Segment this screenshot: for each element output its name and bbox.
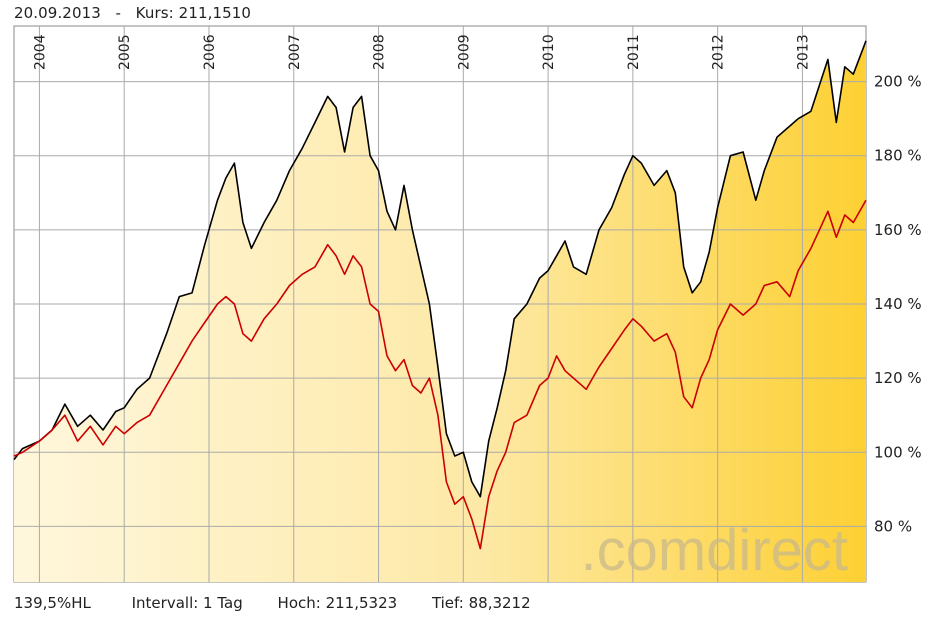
chart-header: 20.09.2013 - Kurs: 211,1510 — [14, 4, 251, 22]
x-tick-label: 2005 — [117, 34, 133, 70]
x-axis-ticks: 2004 2005 2006 2007 2008 2009 2010 2011 2012 2013 — [32, 34, 811, 70]
x-tick-label: 2012 — [711, 34, 727, 70]
line-layer — [13, 40, 867, 550]
footer-range: 139,5%HL — [14, 594, 91, 612]
header-separator-char: - — [115, 4, 122, 22]
x-tick-label: 2013 — [795, 34, 811, 70]
watermark-logo: .comdirect — [580, 518, 848, 583]
series-line-0 — [13, 40, 867, 498]
y-axis-ticks: 80 % 100 % 120 % 140 % 160 % 180 % 200 % — [874, 73, 922, 536]
x-tick-label: 2006 — [202, 34, 218, 70]
y-tick-label: 120 % — [874, 369, 922, 387]
y-tick-label: 160 % — [874, 221, 922, 239]
x-tick-label: 2011 — [626, 34, 642, 70]
y-tick-label: 100 % — [874, 443, 922, 461]
y-tick-label: 140 % — [874, 295, 922, 313]
chart-footer: 139,5%HL Intervall: 1 Tag Hoch: 211,5323… — [14, 594, 531, 612]
footer-high: Hoch: 211,5323 — [277, 594, 398, 612]
y-tick-label: 80 % — [874, 517, 912, 535]
x-tick-label: 2010 — [541, 34, 557, 70]
footer-interval: Intervall: 1 Tag — [131, 594, 243, 612]
y-tick-label: 180 % — [874, 147, 922, 165]
x-tick-label: 2009 — [456, 34, 472, 70]
footer-low: Tief: 88,3212 — [431, 594, 531, 612]
series-line-1 — [13, 199, 867, 550]
header-kurs-label: Kurs: — [135, 4, 174, 22]
x-tick-label: 2008 — [372, 34, 388, 70]
x-tick-label: 2007 — [287, 34, 303, 70]
y-tick-label: 200 % — [874, 73, 922, 91]
x-tick-label: 2004 — [32, 34, 48, 70]
grid-layer — [14, 26, 866, 582]
header-date: 20.09.2013 — [14, 4, 101, 22]
header-kurs-value: 211,1510 — [178, 4, 252, 22]
